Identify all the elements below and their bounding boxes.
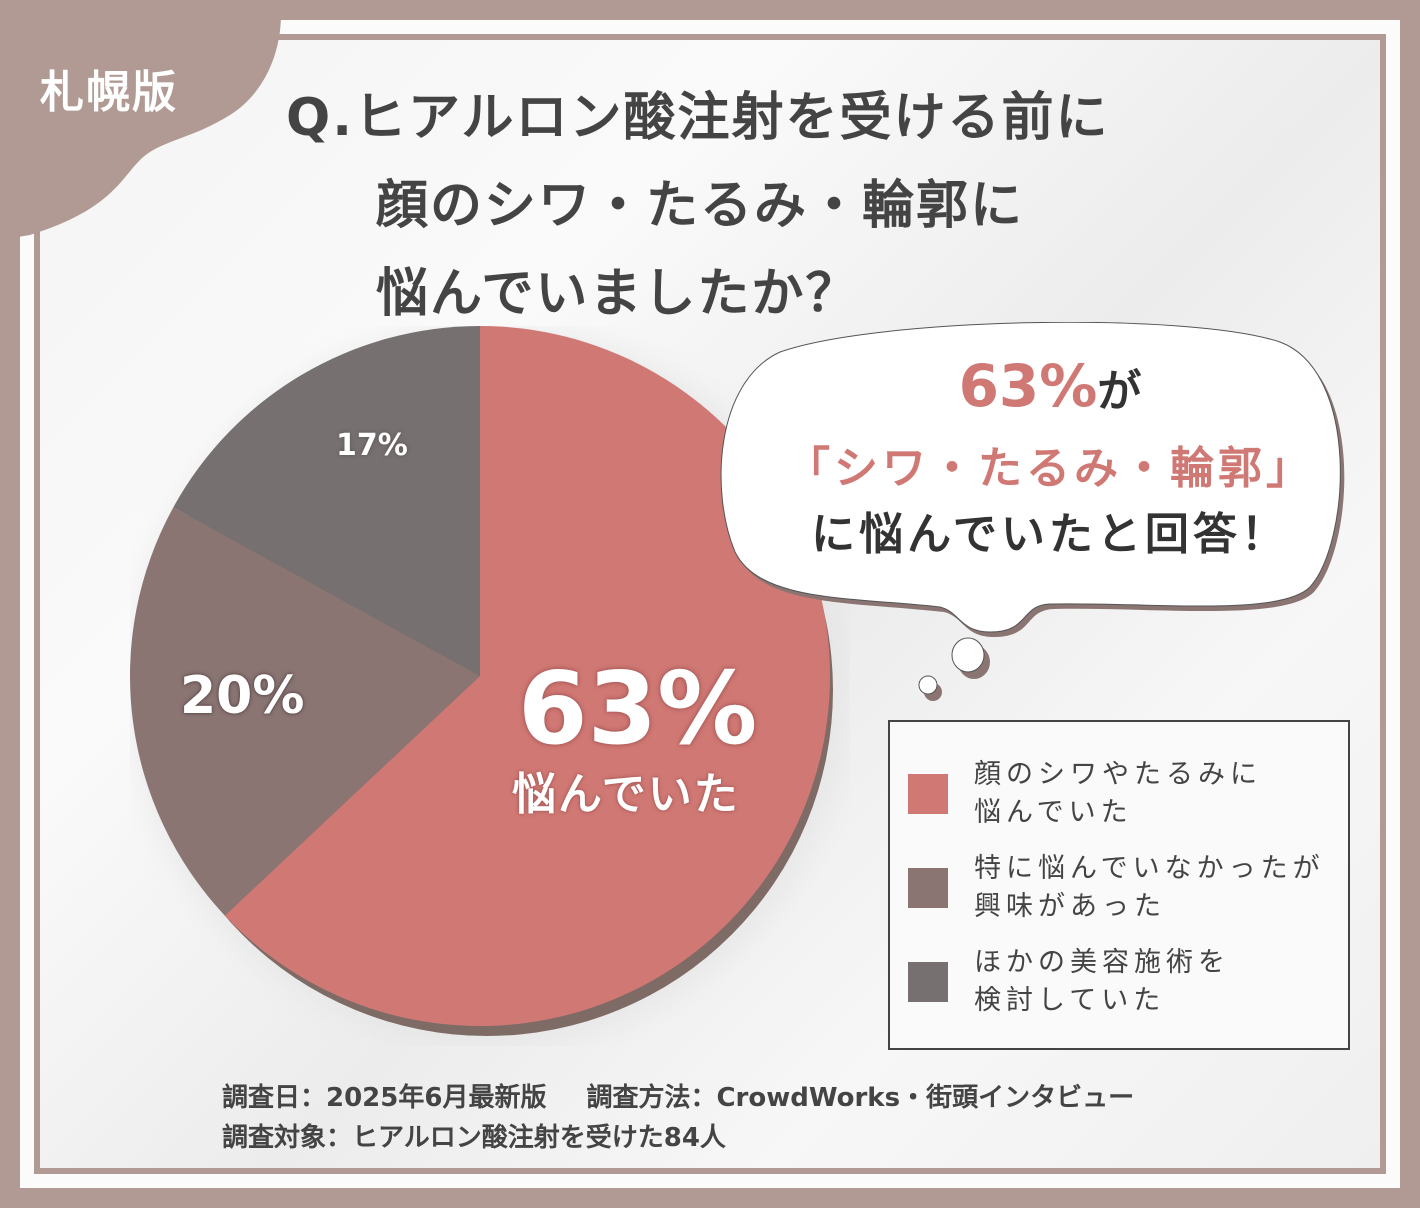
callout-highlight: 63% — [958, 352, 1098, 420]
legend-swatch-2 — [908, 868, 948, 908]
title-line-3: 悩んでいましたか？ — [376, 264, 860, 324]
legend-label-2: 特に悩んでいなかったが 興味があった — [974, 853, 1325, 922]
pie-slice-1 — [224, 326, 831, 1026]
slice-1-caption: 悩んでいた — [512, 769, 740, 820]
question-title: Q.ヒアルロン酸注射を受ける前に 顔のシワ・たるみ・輪郭に 悩んでいましたか？ — [286, 74, 1109, 338]
corner-badge-shape — [0, 0, 281, 240]
callout-line-3: に悩んでいたと回答！ — [811, 509, 1289, 560]
chart-legend: 顔のシワやたるみに 悩んでいた 特に悩んでいなかったが 興味があった ほかの美容… — [888, 720, 1350, 1050]
legend-swatch-1 — [908, 774, 948, 814]
survey-date: 調査日：2025年6月最新版 — [222, 1083, 547, 1113]
survey-footer: 調査日：2025年6月最新版 調査方法：CrowdWorks・街頭インタビュー 調… — [222, 1078, 1174, 1158]
slice-1-value: 63% — [518, 650, 758, 767]
pie-slice-3 — [173, 326, 480, 676]
survey-target: 調査対象：ヒアルロン酸注射を受けた84人 — [222, 1123, 726, 1153]
legend-label-1: 顔のシワやたるみに 悩んでいた — [974, 759, 1262, 828]
survey-method: 調査方法：CrowdWorks・街頭インタビュー — [586, 1083, 1135, 1113]
region-badge: 札幌版 — [40, 67, 178, 118]
callout-suffix: が — [1097, 366, 1142, 417]
pie-chart — [130, 326, 850, 1046]
legend-item-3: ほかの美容施術を 検討していた — [908, 944, 1230, 1020]
slice-3-value: 17% — [336, 428, 408, 463]
legend-item-1: 顔のシワやたるみに 悩んでいた — [908, 756, 1262, 832]
legend-label-3: ほかの美容施術を 検討していた — [974, 947, 1230, 1016]
legend-swatch-3 — [908, 962, 948, 1002]
speech-bubble — [720, 322, 1345, 701]
callout-line-2: 「シワ・たるみ・輪郭」 — [786, 443, 1314, 494]
legend-item-2: 特に悩んでいなかったが 興味があった — [908, 850, 1325, 926]
pie-slice-2 — [130, 507, 480, 916]
title-line-2: 顔のシワ・たるみ・輪郭に — [376, 176, 1025, 236]
title-line-1: Q.ヒアルロン酸注射を受ける前に — [286, 88, 1110, 148]
slice-2-value: 20% — [180, 666, 305, 726]
callout-headline: 63%が — [740, 352, 1360, 420]
